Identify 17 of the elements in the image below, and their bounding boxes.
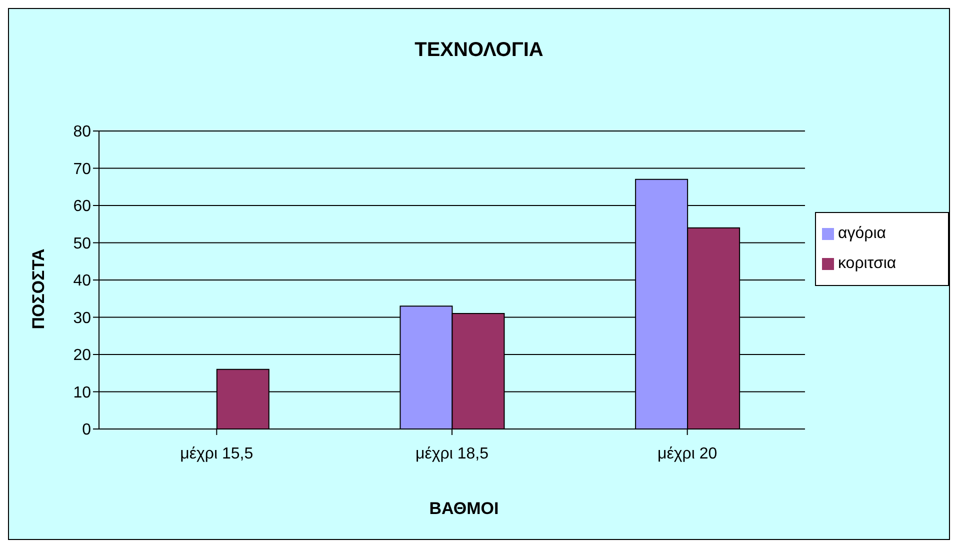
legend-label: κοριτσια <box>838 255 896 272</box>
y-tick-label: 60 <box>73 198 92 216</box>
y-axis-title: ΠΟΣΟΣΤΑ <box>29 248 49 330</box>
chart-title: ΤΕΧΝΟΛΟΓΙΑ <box>414 39 544 62</box>
y-tick-label: 30 <box>73 310 92 327</box>
legend-label: αγόρια <box>838 225 886 242</box>
x-tick-label: μέχρι 15,5 <box>180 445 254 462</box>
x-axis-title: ΒΑΘΜΟΙ <box>428 499 500 519</box>
x-tick-label: μέχρι 18,5 <box>416 445 489 462</box>
y-tick-label: 10 <box>73 384 92 402</box>
y-tick-label: 50 <box>73 235 92 252</box>
y-tick-label: 20 <box>73 347 92 364</box>
y-tick-label: 80 <box>73 124 92 141</box>
x-tick-label: μέχρι 20 <box>658 445 718 462</box>
y-tick-label: 40 <box>73 272 92 290</box>
y-tick-label: 70 <box>73 160 92 178</box>
y-tick-label: 0 <box>82 422 92 439</box>
